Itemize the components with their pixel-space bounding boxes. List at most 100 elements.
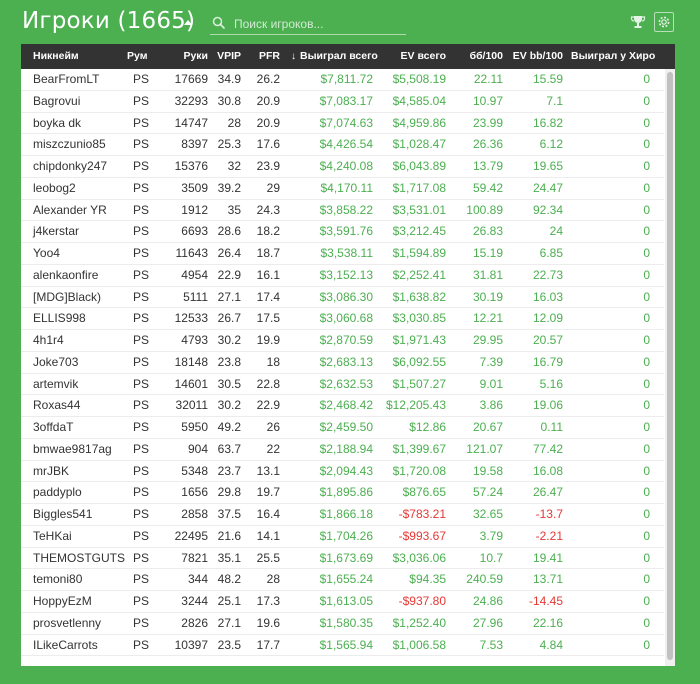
cell-won-vs-hero: 0 (643, 202, 650, 217)
cell-nickname[interactable]: mrJBK (33, 463, 69, 478)
table-row[interactable]: Roxas44 PS 32011 30.2 22.9 $2,468.42 $12,205.4… (21, 395, 664, 417)
scrollbar-thumb[interactable] (667, 72, 673, 660)
table-row[interactable]: Bagrovui PS 32293 30.8 20.9 $7,083.17 $4,585.0… (21, 91, 664, 113)
table-row[interactable]: chipdonky247 PS 15376 32 23.9 $4,240.08 $6,043… (21, 156, 664, 178)
cell-won-total: $3,086.30 (319, 289, 373, 304)
table-row[interactable]: TeHKai PS 22495 21.6 14.1 $1,704.26 -$993.67 3.… (21, 526, 664, 548)
caret-up-icon[interactable] (184, 20, 192, 25)
cell-nickname[interactable]: ILikeCarrots (33, 637, 98, 652)
cell-nickname[interactable]: leobog2 (33, 180, 76, 195)
cell-nickname[interactable]: alenkaonfire (33, 267, 99, 282)
cell-nickname[interactable]: TeHKai (33, 528, 72, 543)
cell-won-vs-hero: 0 (643, 115, 650, 130)
cell-bb100: 26.36 (472, 137, 503, 152)
col-header-won-total[interactable]: ↓ Выиграл всего (291, 44, 378, 69)
cell-nickname[interactable]: j4kerstar (33, 224, 80, 239)
cell-nickname[interactable]: Bagrovui (33, 93, 81, 108)
cell-won-total: $2,459.50 (319, 420, 373, 434)
cell-nickname[interactable]: 4h1r4 (33, 333, 64, 347)
cell-nickname[interactable]: Roxas44 (33, 398, 81, 413)
col-header-won-vs-hero[interactable]: Выиграл у Хиро (571, 50, 656, 62)
cell-nickname[interactable]: boyka dk (33, 115, 82, 130)
cell-hands: 12533 (174, 311, 208, 326)
table-row[interactable]: Joke703 PS 18148 23.8 18 $2,683.13 $6,092.55 7.… (21, 352, 664, 374)
cell-nickname[interactable]: BearFromLT (33, 72, 100, 86)
cell-nickname[interactable]: chipdonky247 (33, 159, 108, 173)
cell-pfr: 17.3 (256, 594, 280, 608)
table-row[interactable]: 4h1r4 PS 4793 30.2 19.9 $2,870.59 $1,971.43 29.… (21, 330, 664, 352)
cell-nickname[interactable]: artemvik (33, 376, 79, 391)
table-row[interactable]: THEMOSTGUTS PS 7821 35.1 25.5 $1,673.69 $3,036… (21, 548, 664, 570)
table-row[interactable]: ILikeCarrots PS 10397 23.5 17.7 $1,565.94 $1,0… (21, 635, 664, 657)
cell-vpip: 35 (227, 202, 241, 217)
table-row[interactable]: 3offdaT PS 5950 49.2 26 $2,459.50 $12.86 20.67 0… (21, 417, 664, 439)
col-header-hands[interactable]: Руки (183, 50, 208, 62)
cell-ev-total: -$993.67 (398, 528, 446, 543)
table-row[interactable]: alenkaonfire PS 4954 22.9 16.1 $3,152.13 $2,25… (21, 265, 664, 287)
col-header-room[interactable]: Рум (127, 50, 148, 62)
cell-nickname[interactable]: [MDG]Black) (33, 289, 102, 304)
scrollbar[interactable] (665, 69, 675, 666)
cell-vpip: 28.6 (217, 224, 241, 239)
cell-ev-total: $6,043.89 (392, 159, 446, 173)
table-row[interactable]: j4kerstar PS 6693 28.6 18.2 $3,591.76 $3,212.4… (21, 221, 664, 243)
table-row[interactable]: leobog2 PS 3509 39.2 29 $4,170.11 $1,717.08 59.… (21, 178, 664, 200)
table-row[interactable]: mrJBK PS 5348 23.7 13.1 $2,094.43 $1,720.08 19.… (21, 461, 664, 483)
cell-room: PS (133, 594, 150, 608)
col-header-vpip[interactable]: VPIP (217, 50, 241, 62)
cell-won-total: $7,074.63 (319, 115, 373, 130)
cell-pfr: 22.9 (256, 398, 280, 413)
table-row[interactable]: bmwae9817ag PS 904 63.7 22 $2,188.94 $1,399.67… (21, 439, 664, 461)
table-row[interactable]: miszczunio85 PS 8397 25.3 17.6 $4,426.54 $1,02… (21, 134, 664, 156)
cell-won-vs-hero: 0 (643, 93, 650, 108)
cell-won-total: $2,870.59 (319, 333, 373, 347)
col-header-bb100[interactable]: бб/100 (469, 50, 503, 62)
cell-nickname[interactable]: Yoo4 (33, 246, 60, 260)
table-row[interactable]: artemvik PS 14601 30.5 22.8 $2,632.53 $1,507.2… (21, 374, 664, 396)
cell-nickname[interactable]: THEMOSTGUTS (33, 550, 125, 565)
col-header-evbb100[interactable]: EV bb/100 (512, 50, 563, 62)
cell-vpip: 29.8 (217, 485, 241, 500)
col-header-ev-total[interactable]: EV всего (400, 50, 446, 62)
table-row[interactable]: Biggles541 PS 2858 37.5 16.4 $1,866.18 -$783.2… (21, 504, 664, 526)
table-row[interactable]: boyka dk PS 14747 28 20.9 $7,074.63 $4,959.86 2… (21, 113, 664, 135)
cell-won-total: $1,866.18 (319, 507, 373, 521)
col-header-pfr[interactable]: PFR (259, 50, 280, 62)
table-row[interactable]: Yoo4 PS 11643 26.4 18.7 $3,538.11 $1,594.89 15.… (21, 243, 664, 265)
table-row[interactable]: prosvetlenny PS 2826 27.1 19.6 $1,580.35 $1,25… (21, 613, 664, 635)
cell-nickname[interactable]: Biggles541 (33, 507, 93, 521)
cell-nickname[interactable]: bmwae9817ag (33, 441, 112, 456)
cell-room: PS (133, 550, 150, 565)
cell-nickname[interactable]: prosvetlenny (33, 615, 102, 630)
cell-nickname[interactable]: 3offdaT (33, 420, 74, 434)
cell-pfr: 22 (266, 441, 280, 456)
cell-nickname[interactable]: HoppyEzM (33, 594, 92, 608)
cell-evbb100: -13.7 (535, 507, 563, 521)
table-row[interactable]: ELLIS998 PS 12533 26.7 17.5 $3,060.68 $3,030.8… (21, 308, 664, 330)
cell-pfr: 26.2 (256, 72, 280, 86)
table-row[interactable]: HoppyEzM PS 3244 25.1 17.3 $1,613.05 -$937.80 2… (21, 591, 664, 613)
table-header: Никнейм Рум Руки VPIP PFR ↓ Выиграл всего… (21, 44, 675, 69)
table-row[interactable]: paddyplo PS 1656 29.8 19.7 $1,895.86 $876.65 57… (21, 482, 664, 504)
search-input[interactable] (234, 16, 404, 32)
page-header: Игроки (1665) (0, 0, 700, 44)
trophy-icon[interactable] (630, 14, 646, 30)
settings-button[interactable] (654, 12, 674, 32)
table-row[interactable]: BearFromLT PS 17669 34.9 26.2 $7,811.72 $5,508… (21, 69, 664, 91)
table-row[interactable]: temoni80 PS 344 48.2 28 $1,655.24 $94.35 240.59… (21, 569, 664, 591)
search-box[interactable] (210, 15, 406, 35)
table-row[interactable]: [MDG]Black) PS 5111 27.1 17.4 $3,086.30 $1,638… (21, 287, 664, 309)
cell-won-vs-hero: 0 (643, 594, 650, 608)
cell-hands: 5348 (181, 463, 208, 478)
cell-nickname[interactable]: temoni80 (33, 572, 83, 587)
cell-nickname[interactable]: Joke703 (33, 354, 79, 369)
cell-nickname[interactable]: paddyplo (33, 485, 82, 500)
cell-nickname[interactable]: Alexander YR (33, 202, 107, 217)
cell-vpip: 26.4 (217, 246, 241, 260)
cell-hands: 18148 (174, 354, 208, 369)
col-header-nickname[interactable]: Никнейм (33, 50, 79, 62)
cell-nickname[interactable]: miszczunio85 (33, 137, 106, 152)
cell-hands: 1912 (181, 202, 208, 217)
table-row[interactable]: Alexander YR PS 1912 35 24.3 $3,858.22 $3,531.… (21, 200, 664, 222)
cell-nickname[interactable]: ELLIS998 (33, 311, 86, 326)
